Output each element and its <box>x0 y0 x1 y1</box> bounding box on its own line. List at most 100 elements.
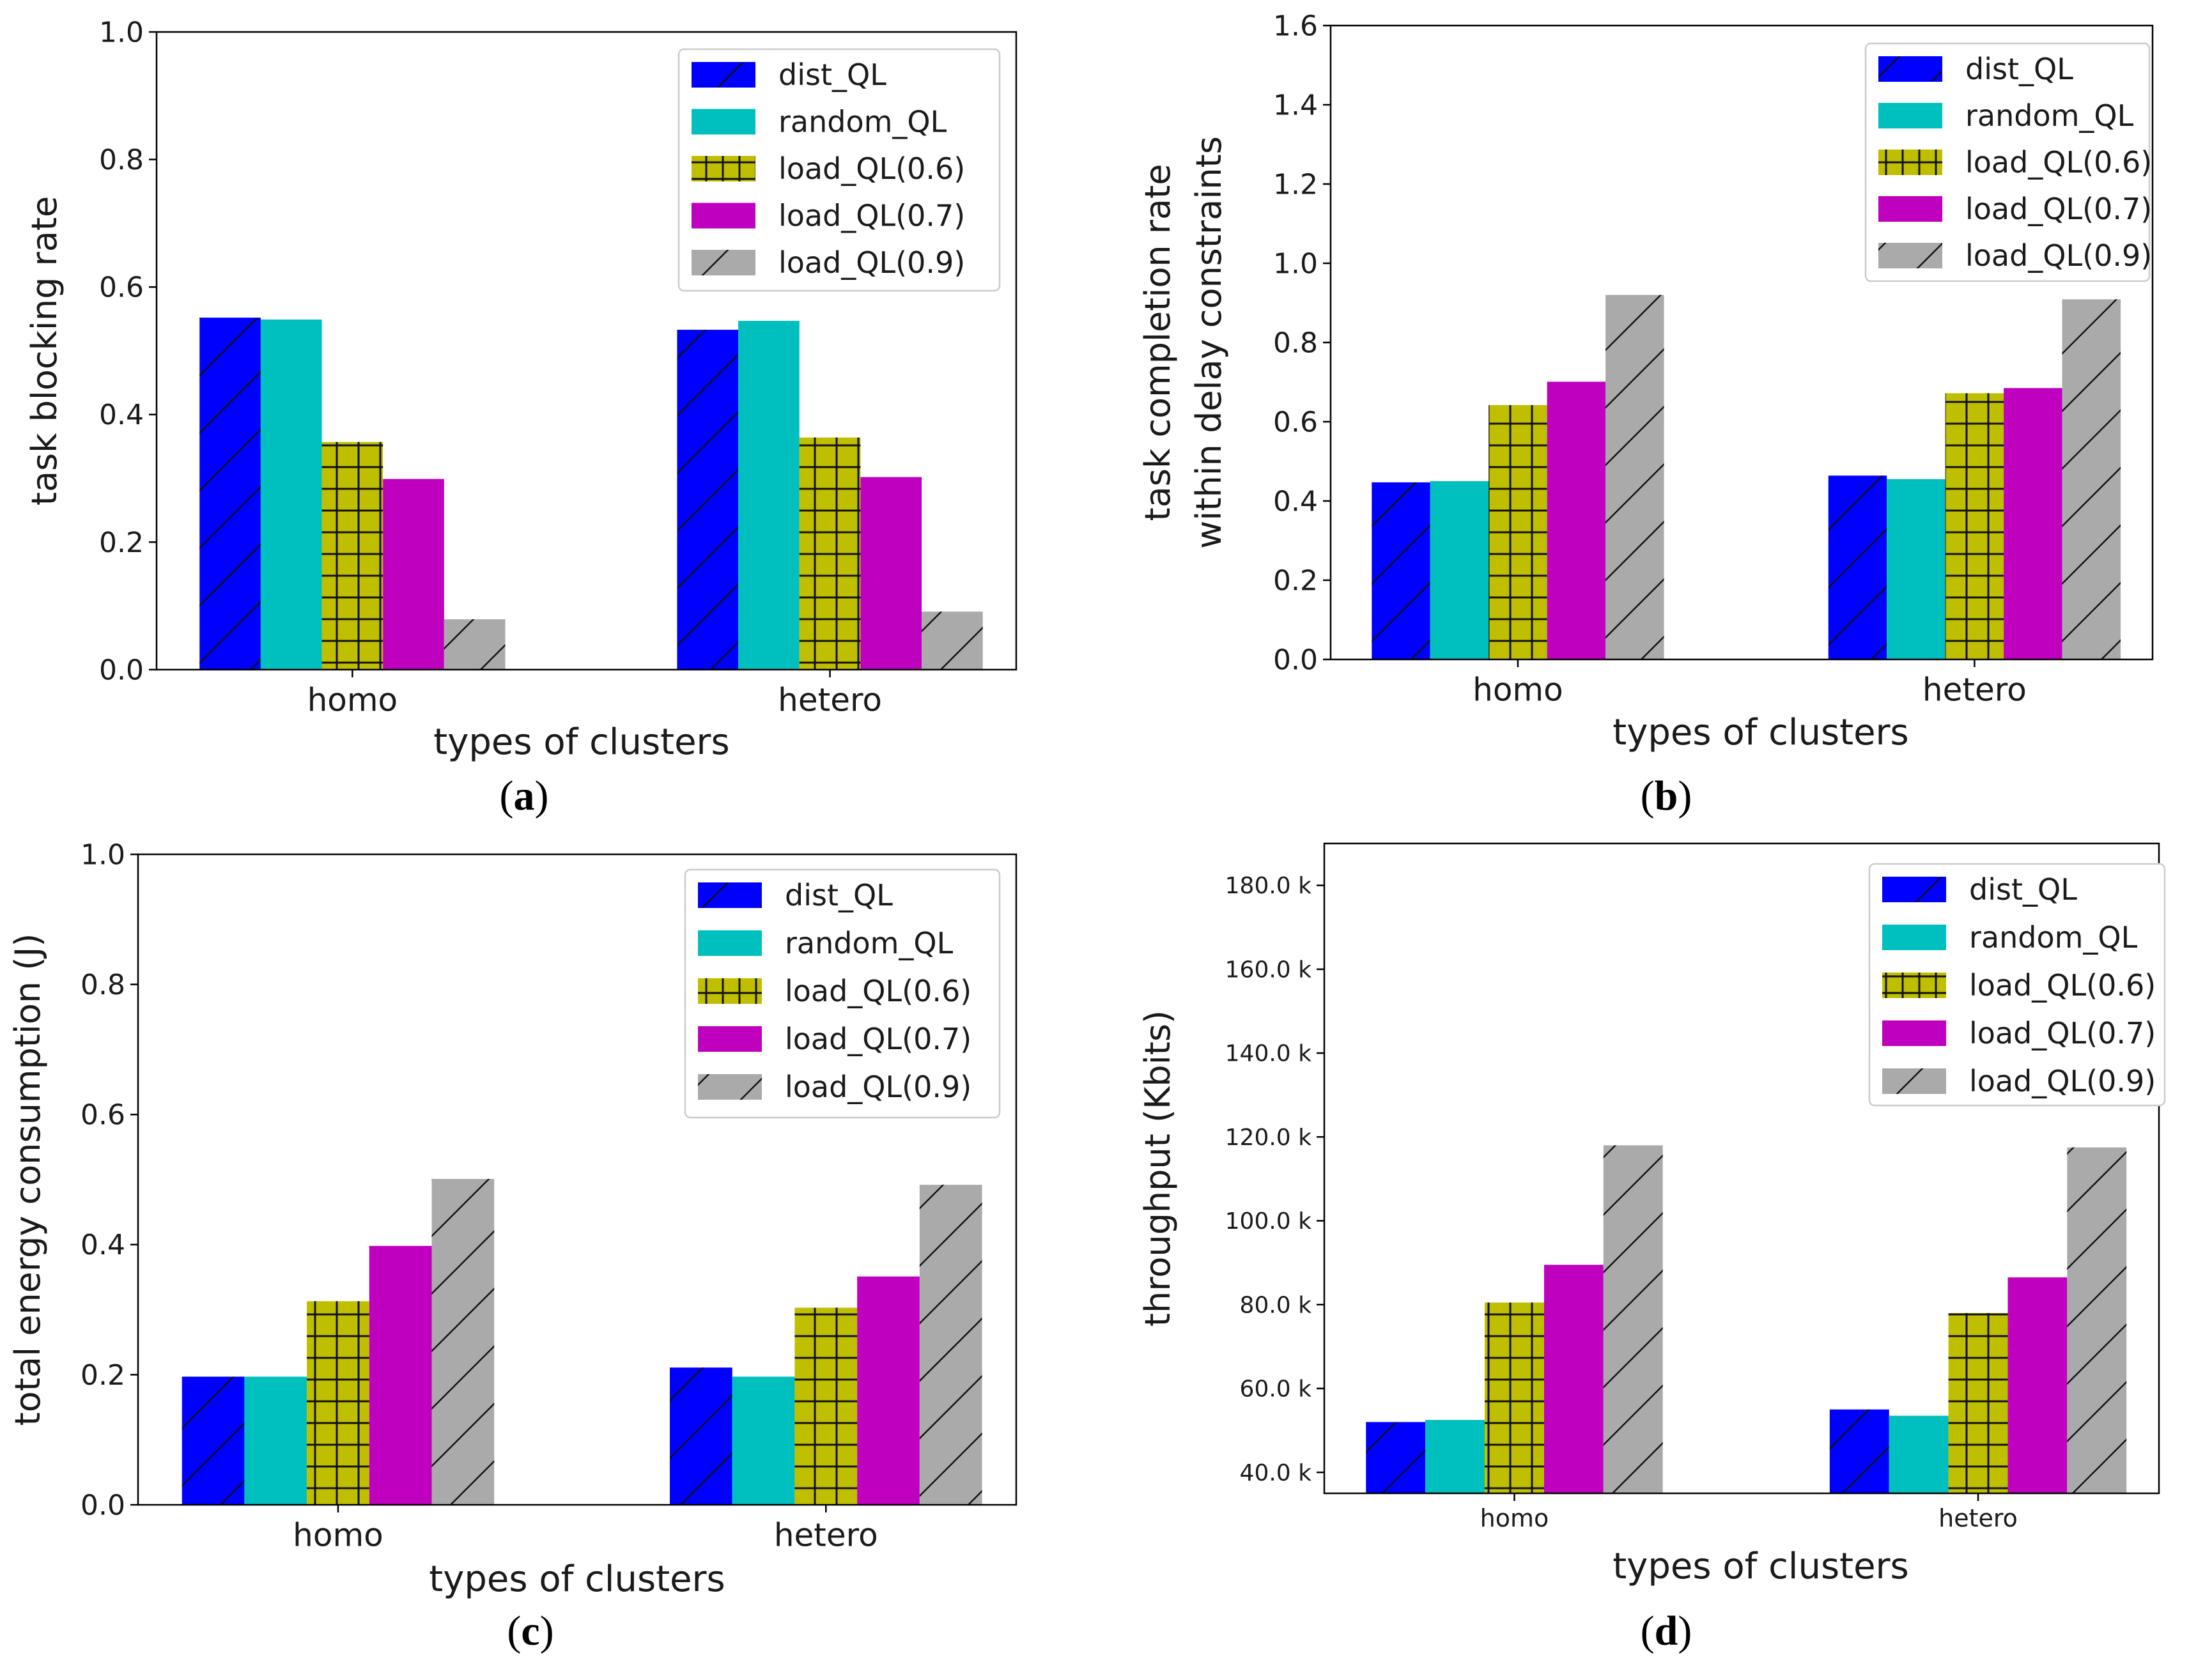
xtick-label-b-homo: homo <box>1473 672 1563 709</box>
ytick-label-a-3: 0.6 <box>99 272 144 304</box>
legend-swatch-c-random_QL <box>698 930 762 956</box>
legend-label-c-load_QL(0.7): load_QL(0.7) <box>785 1022 971 1056</box>
bar-a-load_QL(0.7)-hetero <box>860 477 922 670</box>
bar-hatch-a-load_QL(0.9)-hetero <box>922 612 983 670</box>
bar-hatch-a-load_QL(0.9)-homo <box>444 619 506 670</box>
legend-swatch-a-random_QL <box>692 109 755 135</box>
bar-hatch-b-load_QL(0.6)-hetero <box>1945 393 2004 659</box>
xlabel-b: types of clusters <box>1613 712 1908 753</box>
ytick-label-d-4: 120.0 k <box>1225 1125 1312 1151</box>
bar-hatch-d-load_QL(0.9)-homo <box>1603 1145 1663 1493</box>
legend-swatch-hatch-d-dist_QL <box>1882 877 1946 902</box>
ytick-label-c-2: 0.4 <box>81 1229 125 1261</box>
axes-frame-c <box>137 853 1017 1506</box>
bar-hatch-d-dist_QL-hetero <box>1829 1409 1889 1493</box>
bar-d-random_QL-homo <box>1425 1420 1485 1493</box>
legend-swatch-hatch-b-load_QL(0.6) <box>1878 150 1942 175</box>
legend-label-a-load_QL(0.6): load_QL(0.6) <box>778 151 965 186</box>
caption-c: (c) <box>507 1608 554 1654</box>
bar-hatch-c-dist_QL-homo <box>182 1376 245 1505</box>
legend-swatch-d-random_QL <box>1882 925 1946 950</box>
legend-swatch-hatch-c-dist_QL <box>698 882 762 908</box>
legend-label-b-dist_QL: dist_QL <box>1965 52 2073 86</box>
bar-c-random_QL-homo <box>244 1376 307 1505</box>
ytick-label-d-1: 60.0 k <box>1240 1376 1312 1403</box>
legend-c: dist_QL random_QL load_QL(0.6) load_QL(0.7)… <box>684 868 1001 1119</box>
ylabel-d-0: throughput (Kbits) <box>1138 1010 1178 1327</box>
legend-label-c-dist_QL: dist_QL <box>785 878 893 912</box>
bar-hatch-b-load_QL(0.6)-homo <box>1489 404 1547 659</box>
legend-swatch-a-load_QL(0.7) <box>692 203 755 229</box>
ylabel-a-0: task blocking rate <box>24 196 65 505</box>
legend-swatch-hatch-b-load_QL(0.9) <box>1878 243 1942 268</box>
ytick-label-a-2: 0.4 <box>99 399 144 431</box>
chart-panel-c: 0.0 0.2 0.4 0.6 0.8 1.0 homo hetero types of clu… <box>8 838 1017 1600</box>
ytick-label-d-7: 180.0 k <box>1225 873 1312 899</box>
legend-label-c-random_QL: random_QL <box>785 926 954 960</box>
legend-a: dist_QL random_QL load_QL(0.6) load_QL(0.7)… <box>677 48 1001 292</box>
bar-c-random_QL-hetero <box>732 1376 795 1505</box>
bar-b-load_QL(0.7)-hetero <box>2004 388 2062 659</box>
legend-swatch-d-load_QL(0.7) <box>1882 1020 1946 1046</box>
bar-hatch-c-load_QL(0.9)-homo <box>431 1178 495 1505</box>
legend-label-b-load_QL(0.9): load_QL(0.9) <box>1965 238 2152 273</box>
axes-frame-d <box>1323 842 2160 1495</box>
bar-b-random_QL-hetero <box>1887 479 1945 659</box>
legend-swatch-hatch-c-load_QL(0.6) <box>698 978 762 1004</box>
legend-swatch-hatch-a-dist_QL <box>692 62 755 88</box>
bar-a-load_QL(0.7)-homo <box>383 479 444 670</box>
legend-label-d-load_QL(0.6): load_QL(0.6) <box>1969 968 2156 1003</box>
ylabel-c-0: total energy consumption (J) <box>8 934 48 1426</box>
ytick-label-c-3: 0.6 <box>81 1099 125 1132</box>
legend-d: dist_QL random_QL load_QL(0.6) load_QL(0.7)… <box>1868 863 2166 1107</box>
legend-label-c-load_QL(0.9): load_QL(0.9) <box>785 1070 971 1104</box>
legend-label-d-random_QL: random_QL <box>1969 920 2138 955</box>
legend-label-a-dist_QL: dist_QL <box>778 58 886 92</box>
ytick-label-a-5: 1.0 <box>99 16 144 49</box>
xtick-label-b-hetero: hetero <box>1922 672 2027 709</box>
bar-hatch-c-load_QL(0.6)-homo <box>307 1301 369 1505</box>
ytick-label-b-7: 1.4 <box>1273 89 1318 121</box>
bar-hatch-d-dist_QL-homo <box>1366 1422 1426 1493</box>
bar-hatch-d-load_QL(0.9)-hetero <box>2067 1147 2127 1493</box>
chart-panel-a: 0.0 0.2 0.4 0.6 0.8 1.0 homo hetero types of clu… <box>24 16 1017 763</box>
legend-swatch-hatch-d-load_QL(0.6) <box>1882 973 1946 998</box>
bar-hatch-a-load_QL(0.6)-hetero <box>799 437 861 670</box>
chart-panel-b: 0.0 0.2 0.4 0.6 0.8 1.0 1.2 1.4 1.6 homo hetero typ… <box>1138 10 2154 753</box>
ytick-label-a-0: 0.0 <box>99 654 144 686</box>
ytick-label-c-1: 0.2 <box>81 1359 125 1392</box>
legend-swatch-b-load_QL(0.7) <box>1878 196 1942 222</box>
ytick-label-d-3: 100.0 k <box>1225 1208 1312 1235</box>
bar-a-random_QL-homo <box>260 319 322 670</box>
legend-swatch-hatch-d-load_QL(0.9) <box>1882 1068 1946 1094</box>
legend-b: dist_QL random_QL load_QL(0.6) load_QL(0.7)… <box>1864 42 2152 282</box>
bar-d-random_QL-hetero <box>1889 1415 1949 1493</box>
ytick-label-b-3: 0.6 <box>1273 406 1318 438</box>
axes-frame-a <box>155 31 1017 671</box>
ytick-label-d-0: 40.0 k <box>1240 1460 1312 1486</box>
xtick-label-a-hetero: hetero <box>778 682 882 719</box>
bar-hatch-b-dist_QL-hetero <box>1828 475 1887 659</box>
ytick-label-b-8: 1.6 <box>1273 10 1318 42</box>
xtick-label-c-homo: homo <box>293 1517 383 1554</box>
bar-c-load_QL(0.7)-homo <box>369 1245 432 1505</box>
bar-a-random_QL-hetero <box>738 321 800 670</box>
bar-hatch-c-load_QL(0.6)-hetero <box>794 1307 858 1505</box>
xlabel-d: types of clusters <box>1613 1546 1908 1587</box>
caption-a: (a) <box>499 773 549 819</box>
ytick-label-c-4: 0.8 <box>81 969 125 1001</box>
xtick-label-c-hetero: hetero <box>774 1517 878 1554</box>
ytick-label-b-5: 1.0 <box>1273 247 1318 280</box>
bar-hatch-a-load_QL(0.6)-homo <box>321 442 383 670</box>
ytick-label-b-0: 0.0 <box>1273 643 1318 676</box>
ytick-label-d-6: 160.0 k <box>1225 957 1312 983</box>
xtick-label-d-hetero: hetero <box>1938 1504 2018 1532</box>
chart-panel-d: 40.0 k 60.0 k 80.0 k 100.0 k 120.0 k 140.0 k 1… <box>1138 842 2166 1587</box>
bar-hatch-b-load_QL(0.9)-hetero <box>2062 299 2121 659</box>
legend-label-b-load_QL(0.6): load_QL(0.6) <box>1965 145 2152 180</box>
bar-d-load_QL(0.7)-hetero <box>2007 1277 2068 1493</box>
legend-label-c-load_QL(0.6): load_QL(0.6) <box>785 974 971 1008</box>
bar-b-load_QL(0.7)-homo <box>1547 381 1606 659</box>
ytick-label-d-2: 80.0 k <box>1240 1292 1312 1318</box>
